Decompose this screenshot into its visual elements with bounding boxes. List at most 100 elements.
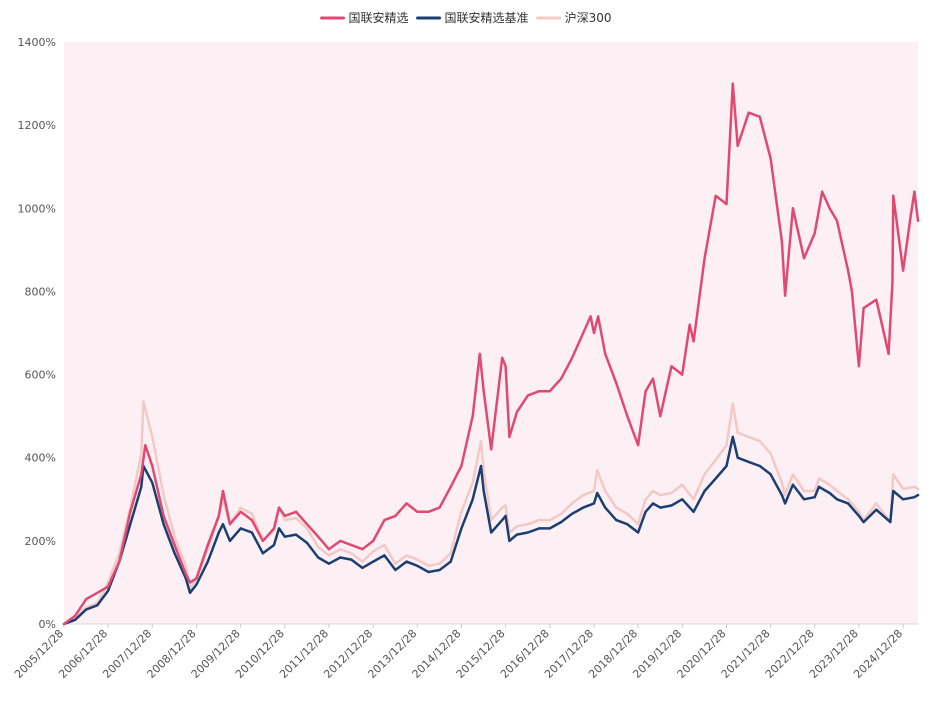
legend-label: 沪深300 [565, 11, 612, 25]
data-point [892, 473, 895, 476]
legend-item[interactable]: 国联安精选基准 [416, 10, 529, 25]
data-point [74, 618, 77, 621]
data-point [548, 527, 551, 530]
data-point [416, 510, 419, 513]
data-point [394, 562, 397, 565]
data-point [875, 502, 878, 505]
data-point [703, 489, 706, 493]
data-point [438, 506, 441, 509]
data-point [188, 591, 192, 594]
data-point [283, 514, 286, 518]
data-point [482, 489, 485, 493]
data-point [162, 523, 165, 526]
data-point [239, 527, 242, 530]
legend-item[interactable]: 国联安精选 [320, 10, 409, 25]
data-point [501, 356, 504, 359]
y-tick-label: 1400% [18, 36, 56, 49]
data-point [909, 215, 912, 218]
data-point [902, 498, 905, 501]
data-point [261, 539, 264, 543]
data-point [862, 307, 865, 310]
data-point [283, 535, 286, 538]
data-point [272, 527, 276, 530]
data-point [294, 516, 298, 520]
data-point [913, 496, 916, 499]
data-point [703, 257, 706, 260]
data-point [714, 458, 717, 461]
data-point [272, 543, 276, 547]
data-point [449, 552, 452, 555]
data-point [758, 440, 761, 443]
data-point [780, 481, 784, 484]
data-point [129, 510, 132, 513]
data-point [692, 498, 695, 501]
data-point [339, 548, 342, 551]
legend-item[interactable]: 沪深300 [536, 11, 612, 25]
data-point [847, 502, 850, 505]
legend-label: 国联安精选基准 [445, 10, 529, 25]
data-point [875, 298, 878, 301]
data-point [140, 473, 143, 476]
data-point [85, 608, 88, 611]
y-tick-label: 600% [25, 369, 56, 382]
data-point [250, 519, 253, 522]
data-point [460, 527, 463, 530]
data-point [96, 591, 99, 594]
data-point [96, 604, 99, 607]
data-point [482, 469, 485, 472]
data-point [802, 257, 806, 260]
data-point [644, 390, 647, 393]
legend[interactable]: 国联安精选 国联安精选基准 沪深300 [320, 10, 612, 25]
data-point [151, 464, 154, 468]
data-point [571, 356, 574, 359]
data-point [526, 523, 530, 526]
data-point [427, 564, 430, 567]
data-point [571, 512, 574, 515]
series-0 [62, 82, 920, 626]
data-point [916, 494, 920, 497]
data-point [515, 525, 519, 528]
data-point [731, 402, 734, 405]
data-point [747, 460, 750, 463]
data-point [916, 487, 920, 490]
data-point [892, 489, 895, 493]
data-point [438, 562, 441, 565]
series-1 [62, 435, 920, 626]
data-point [857, 365, 861, 368]
y-tick-label: 0% [39, 618, 56, 631]
data-point [548, 519, 551, 522]
data-point [383, 543, 386, 547]
data-point [283, 519, 286, 522]
data-point [604, 489, 607, 493]
data-point [589, 315, 592, 318]
data-point [725, 203, 728, 206]
data-point [327, 548, 330, 551]
data-point [239, 506, 242, 509]
data-point [162, 494, 165, 497]
data-point [596, 491, 599, 495]
data-point [892, 194, 895, 197]
data-point [383, 554, 386, 557]
data-point [277, 506, 281, 509]
y-tick-label: 200% [25, 535, 56, 548]
data-point [538, 390, 541, 393]
data-point [758, 464, 761, 468]
y-tick-label: 800% [25, 285, 56, 298]
data-point [361, 560, 364, 563]
data-point [504, 514, 507, 518]
data-point [508, 435, 511, 438]
data-point [913, 485, 916, 488]
data-point [62, 622, 66, 626]
data-point [596, 469, 599, 472]
data-point [394, 514, 397, 518]
data-point [681, 498, 684, 501]
data-point [780, 240, 784, 243]
data-point [478, 352, 481, 355]
data-point [449, 560, 452, 563]
series-line [62, 435, 920, 626]
data-point [692, 340, 695, 343]
data-point [350, 558, 353, 561]
data-point [891, 282, 894, 285]
data-point [188, 581, 192, 584]
